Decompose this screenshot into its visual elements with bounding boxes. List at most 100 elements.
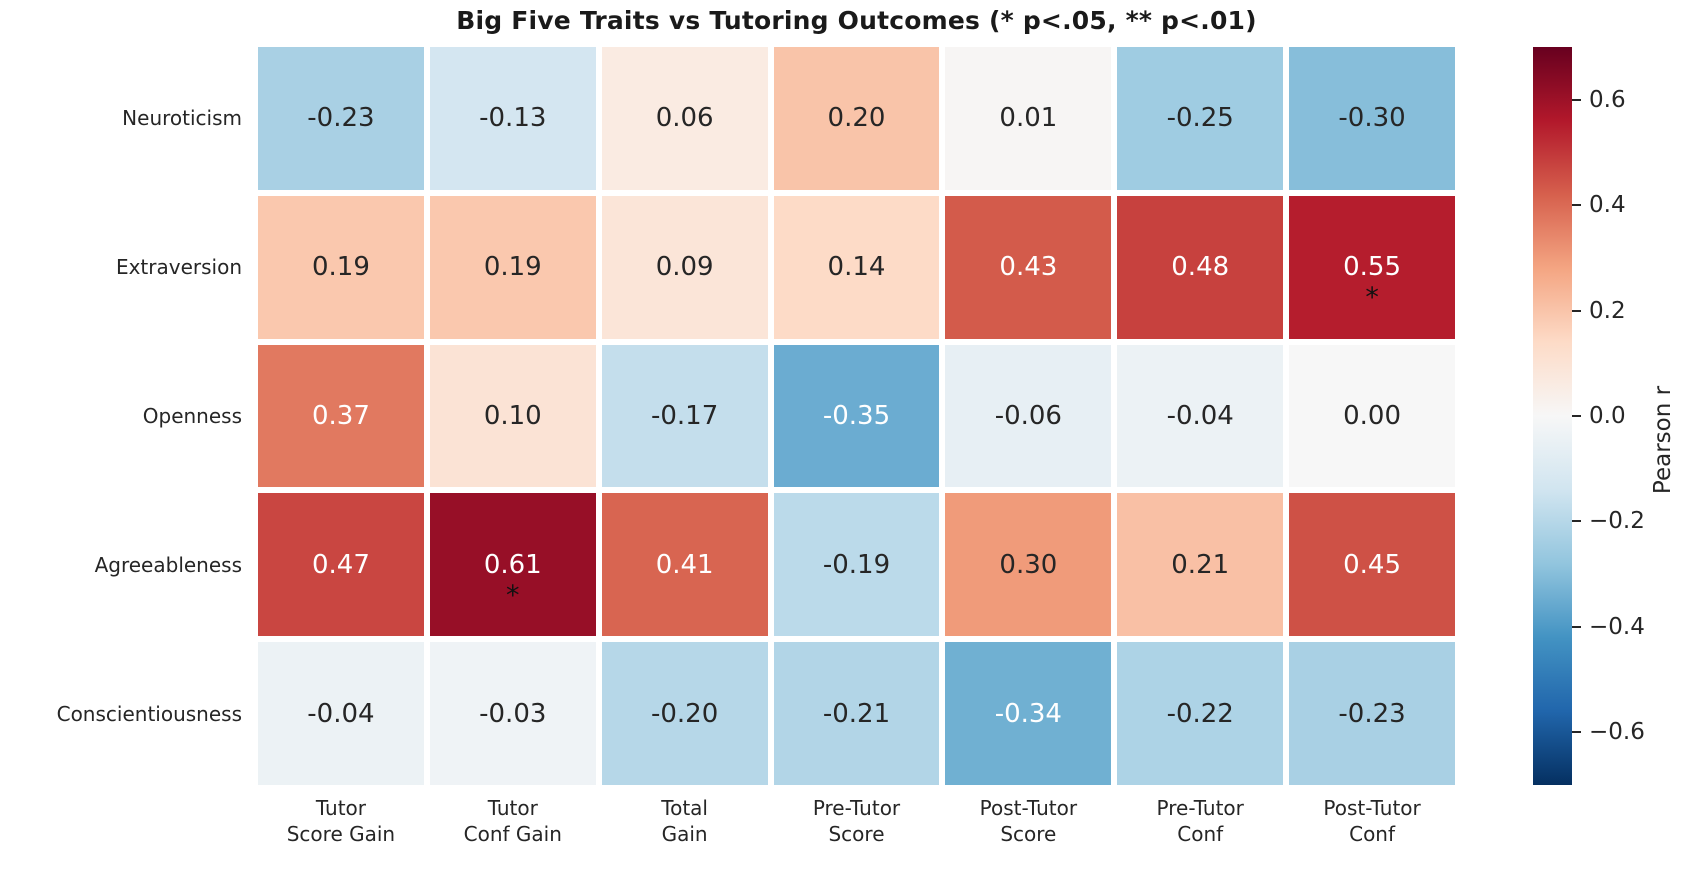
row-label: Openness <box>142 403 242 428</box>
cell-value: -0.19 <box>822 549 891 580</box>
row-label: Conscientiousness <box>56 701 242 726</box>
cell-value: 0.20 <box>827 103 886 134</box>
heatmap-cell: -0.19 <box>773 493 940 637</box>
cell-value: 0.61 <box>483 549 542 580</box>
cell-value: 0.30 <box>999 549 1058 580</box>
heatmap-cell: -0.13 <box>429 47 596 190</box>
cell-value: -0.03 <box>479 698 547 729</box>
heatmap-cell: -0.21 <box>773 642 940 785</box>
cell-value: 0.55 <box>1343 252 1402 283</box>
heatmap-cell: 0.37 <box>258 344 424 488</box>
column-label: Pre-Tutor Conf <box>1156 796 1244 847</box>
colorbar-tick-mark <box>1572 625 1581 628</box>
cell-value: -0.22 <box>1166 698 1234 729</box>
heatmap-cell: 0.61 * <box>429 493 596 637</box>
colorbar-gradient <box>1533 47 1572 785</box>
colorbar-tick-mark <box>1572 731 1581 734</box>
y-axis-labels: Neuroticism Extraversion Openness Agreeable… <box>0 47 242 785</box>
cell-value: 0.01 <box>999 103 1058 134</box>
column-label: Post-Tutor Score <box>979 796 1078 847</box>
heatmap-cell: -0.25 <box>1117 47 1284 190</box>
cell-value: -0.04 <box>307 698 375 729</box>
heatmap-cell: 0.10 <box>429 344 596 488</box>
heatmap-cell: 0.30 <box>945 493 1112 637</box>
column-label: Pre-Tutor Score <box>812 796 901 847</box>
cell-value: 0.48 <box>1171 252 1230 283</box>
cell-value: -0.30 <box>1338 103 1406 134</box>
heatmap-cell: -0.06 <box>945 344 1112 488</box>
heatmap-cell: -0.35 <box>773 344 940 488</box>
colorbar-tick-label: −0.6 <box>1589 719 1645 746</box>
cell-value: 0.09 <box>655 252 714 283</box>
cell-value: -0.23 <box>1338 698 1406 729</box>
cell-value: 0.00 <box>1343 400 1402 431</box>
cell-value: 0.19 <box>311 252 370 283</box>
heatmap-cell: 0.14 <box>773 195 940 339</box>
cell-value: -0.23 <box>307 103 375 134</box>
cell-value: 0.45 <box>1343 549 1402 580</box>
colorbar-tick-mark <box>1572 98 1581 101</box>
colorbar-tick-label: 0.0 <box>1589 403 1626 429</box>
cell-value: 0.19 <box>483 252 542 283</box>
colorbar-tick-label: 0.6 <box>1589 86 1626 113</box>
cell-value: 0.10 <box>483 400 542 431</box>
cell-value: 0.41 <box>655 549 714 580</box>
heatmap-grid: -0.23 -0.13 0.06 0.20 0.01 -0.25 -0.30 0.19 0.19… <box>258 47 1455 785</box>
cell-value: -0.17 <box>650 400 719 431</box>
heatmap-cell: 0.20 <box>773 47 940 190</box>
cell-value: -0.13 <box>479 103 547 134</box>
cell-value: 0.37 <box>311 400 370 431</box>
heatmap-cell: 0.09 <box>601 195 768 339</box>
heatmap-cell: -0.23 <box>1289 642 1455 785</box>
x-axis-labels: Tutor Score Gain Tutor Conf Gain Total Gai… <box>258 795 1455 848</box>
heatmap-cell: -0.03 <box>429 642 596 785</box>
row-label: Extraversion <box>115 255 242 280</box>
heatmap-cell: -0.17 <box>601 344 768 488</box>
heatmap-cell: 0.19 <box>258 195 424 339</box>
colorbar-tick-mark <box>1572 520 1581 523</box>
colorbar-tick-label: −0.2 <box>1589 508 1645 535</box>
cell-value: -0.06 <box>994 400 1062 431</box>
colorbar-label: Pearson r <box>1650 385 1676 495</box>
heatmap-cell: 0.48 <box>1117 195 1284 339</box>
heatmap-cell: -0.34 <box>945 642 1112 785</box>
colorbar-tick-label: 0.4 <box>1589 192 1626 219</box>
significance-marker: * <box>1365 282 1379 314</box>
heatmap-cell: 0.06 <box>601 47 768 190</box>
heatmap-cell: 0.00 <box>1289 344 1455 488</box>
heatmap-cell: -0.30 <box>1289 47 1455 190</box>
heatmap-cell: 0.41 <box>601 493 768 637</box>
cell-value: 0.06 <box>655 103 714 134</box>
colorbar-tick-label: 0.2 <box>1589 297 1626 324</box>
cell-value: -0.25 <box>1166 103 1234 134</box>
heatmap-cell: 0.43 <box>945 195 1112 339</box>
colorbar-tick-mark <box>1572 309 1581 312</box>
row-label: Neuroticism <box>122 106 242 131</box>
cell-value: 0.14 <box>827 252 886 283</box>
column-label: Post-Tutor Conf <box>1323 796 1421 847</box>
heatmap-cell: -0.22 <box>1117 642 1284 785</box>
colorbar-tick-mark <box>1572 415 1581 417</box>
heatmap-cell: -0.23 <box>258 47 424 190</box>
cell-value: 0.47 <box>311 549 370 580</box>
heatmap-cell: 0.21 <box>1117 493 1284 637</box>
cell-value: 0.43 <box>999 252 1058 283</box>
cell-value: -0.34 <box>994 698 1062 729</box>
heatmap-cell: -0.04 <box>258 642 424 785</box>
heatmap-cell: -0.20 <box>601 642 768 785</box>
heatmap-cell: 0.01 <box>945 47 1112 190</box>
colorbar-tick-label: −0.4 <box>1589 613 1645 640</box>
column-label: Total Gain <box>661 796 708 847</box>
cell-value: 0.21 <box>1171 549 1230 580</box>
colorbar-tick-mark <box>1572 204 1581 207</box>
chart-title: Big Five Traits vs Tutoring Outcomes (* … <box>456 6 1257 35</box>
cell-value: -0.21 <box>822 698 891 729</box>
column-label: Tutor Conf Gain <box>463 796 562 847</box>
heatmap-cell: -0.04 <box>1117 344 1284 488</box>
row-label: Agreeableness <box>94 552 242 577</box>
heatmap-cell: 0.47 <box>258 493 424 637</box>
cell-value: -0.35 <box>822 400 891 431</box>
column-label: Tutor Score Gain <box>286 796 396 847</box>
heatmap-cell: 0.45 <box>1289 493 1455 637</box>
